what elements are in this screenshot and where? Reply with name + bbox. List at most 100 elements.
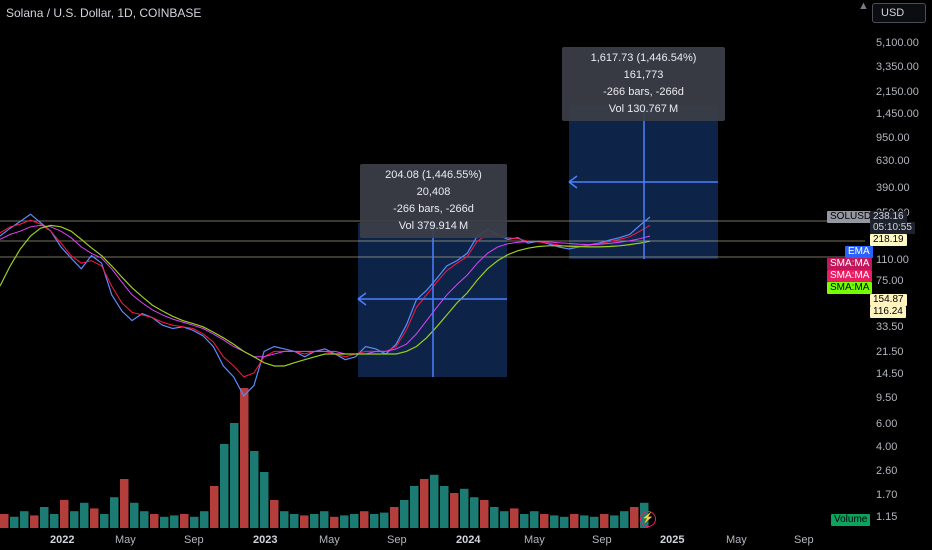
measure-line-1: 1,617.73 (1,446.54%) 161,773 [590,52,697,81]
volume-bar [590,516,599,528]
volume-bar [310,514,319,528]
measure-line-3: Vol 379.914 M [398,220,469,232]
volume-bar [260,472,269,528]
volume-bar [200,511,209,528]
y-tick-label: 6.00 [876,417,898,430]
volume-bar [120,479,129,528]
volume-bar [270,500,279,528]
y-tick-label: 33.50 [876,320,904,333]
y-tick-label: 630.00 [876,155,910,168]
measure-line-2: -266 bars, -266d [603,86,684,98]
volume-bar [60,500,69,528]
volume-bar [390,507,399,528]
volume-bar [580,515,589,528]
x-tick-label: 2022 [50,534,75,546]
y-tick-label: 5,100.00 [876,37,919,49]
volume-bar [290,514,299,528]
sma-tag-3: SMA:MA [827,282,873,294]
volume-bar [560,516,569,528]
chart-title: Solana / U.S. Dollar, 1D, COINBASE [6,6,202,20]
x-tick-label: Sep [387,534,407,546]
y-tick-label: 3,350.00 [876,60,919,73]
volume-bar [110,497,119,528]
y-tick-label: 21.50 [876,345,904,358]
sma-tag-1: SMA:MA [827,258,873,270]
x-tick-label: May [319,534,340,546]
x-tick-label: May [115,534,136,546]
x-tick-label: 2023 [253,534,278,546]
volume-bar [510,508,519,528]
volume-tag: Volume [831,514,871,526]
volume-bar [320,511,329,528]
volume-bar [150,514,159,528]
y-tick-label: 1,450.00 [876,107,919,120]
lightning-bolt-icon[interactable]: ⚡ [640,511,656,527]
volume-bar [170,515,179,528]
y-tick-label: 1.15 [876,511,898,523]
volume-bar [550,515,559,528]
volume-bar [500,511,509,528]
y-tick-label: 390.00 [876,182,910,195]
currency-selector[interactable]: USD [872,3,926,23]
countdown-tag: 05:10:55 [870,222,915,234]
x-tick-label: May [524,534,545,546]
volume-bar [420,479,429,528]
volume-bar [540,514,549,528]
volume-bar [10,516,19,528]
collapse-arrow-icon[interactable]: ▲ [858,0,869,12]
measure-arrowhead-2d [568,181,578,189]
volume-bar [400,500,409,528]
measure-line-1: 204.08 (1,446.55%) 20,408 [385,169,482,198]
volume-bar [180,514,189,528]
volume-bar [430,474,439,528]
x-tick-label: Sep [592,534,612,546]
y-tick-label: 950.00 [876,131,910,144]
y-tick-label: 2,150.00 [876,85,919,98]
volume-bar [0,514,9,528]
volume-bar [230,423,239,528]
measure-arrowhead-1d [357,298,367,306]
sma-tag-2: SMA:MA [827,270,873,282]
volume-bar [160,516,169,528]
volume-bar [20,511,29,528]
value-tag-1: 154.87 [870,294,907,306]
y-tick-label: 4.00 [876,440,898,453]
volume-bar [630,507,639,528]
ema-tag: EMA [845,246,873,258]
measure-info-box-2: 1,617.73 (1,446.54%) 161,773 -266 bars, … [562,47,725,121]
volume-bar [220,444,229,528]
volume-bar [570,514,579,528]
x-tick-label: Sep [794,534,814,546]
measure-arrowhead-2c [568,175,578,183]
value-tag-2: 116.24 [870,306,906,318]
volume-bar [40,507,49,528]
volume-bar [30,515,39,528]
volume-bar [90,508,99,528]
volume-bar [240,388,249,528]
level-tag: 218.19 [870,234,907,246]
volume-bar [620,511,629,528]
volume-bar [460,488,469,528]
x-tick-label: 2025 [660,534,685,546]
x-tick-label: Sep [184,534,204,546]
volume-bar [330,516,339,528]
y-tick-label: 9.50 [876,391,898,404]
volume-bar [360,511,369,528]
measure-line-3: Vol 130.767 M [608,103,679,115]
volume-bar [50,514,59,528]
y-tick-label: 14.50 [876,367,904,380]
volume-bar [250,451,259,528]
volume-bar [210,486,219,528]
volume-bar [350,514,359,528]
volume-bar [340,515,349,528]
y-tick-label: 1.70 [876,488,898,501]
price-tag: 238.16 [870,211,907,223]
x-tick-label: 2024 [456,534,481,546]
volume-bar [520,514,529,528]
volume-bar [480,500,489,528]
volume-bar [370,514,379,528]
volume-bar [140,511,149,528]
sma-line-pink [0,224,651,358]
sma-line-green [0,224,651,367]
